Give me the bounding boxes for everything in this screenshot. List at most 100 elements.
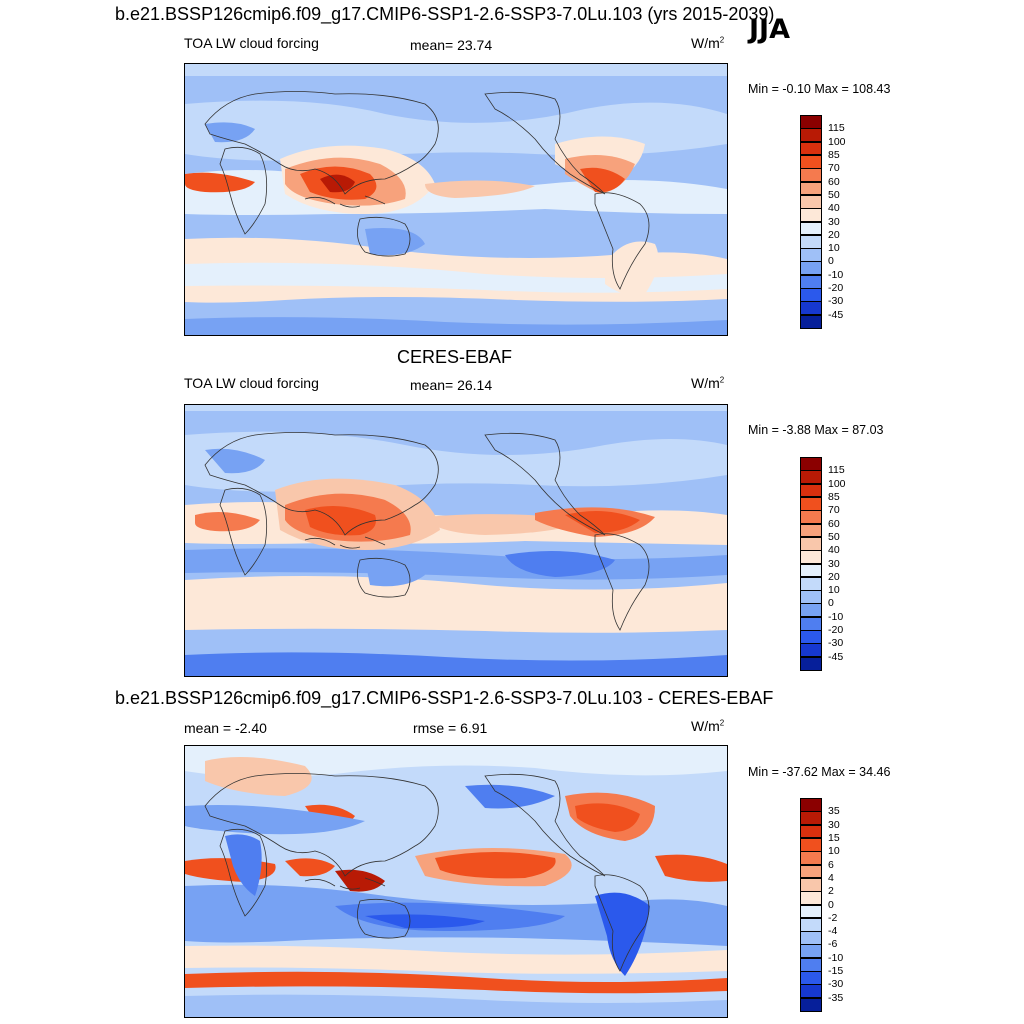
colorbar-swatch — [800, 864, 822, 879]
colorbar-swatch — [800, 944, 822, 959]
panel2-units: W/m2 — [691, 375, 725, 391]
colorbar-swatch — [800, 128, 822, 143]
colorbar-label: 30 — [828, 818, 840, 831]
colorbar-swatch — [800, 154, 822, 169]
season-label: JJA — [749, 14, 790, 45]
colorbar-swatch — [800, 603, 822, 618]
colorbar-swatch — [800, 630, 822, 644]
colorbar-swatch — [800, 496, 822, 511]
colorbar-label: 70 — [828, 504, 840, 517]
colorbar-swatch — [800, 141, 822, 156]
panel1-colorbar: 115 100 85 70 60 50 40 30 20 10 0 -10 -20 -30 -45 — [800, 115, 880, 329]
colorbar-swatch — [800, 261, 822, 276]
panel1-map — [184, 63, 728, 336]
panel1-minmax: Min = -0.10 Max = 108.43 — [748, 82, 891, 96]
colorbar-label: 60 — [828, 517, 840, 530]
colorbar-swatch — [800, 314, 822, 329]
colorbar-label: 115 — [828, 464, 845, 477]
colorbar-swatch — [800, 851, 822, 866]
panel3-title: b.e21.BSSP126cmip6.f09_g17.CMIP6-SSP1-2.… — [115, 688, 774, 708]
colorbar-label: 60 — [828, 175, 840, 188]
colorbar-swatch — [800, 904, 822, 919]
colorbar-swatch — [800, 181, 822, 196]
panel3-units: W/m2 — [691, 718, 725, 734]
colorbar-swatch — [800, 798, 822, 812]
colorbar-swatch — [800, 563, 822, 578]
panel1-variable-label: TOA LW cloud forcing — [184, 35, 319, 51]
colorbar-swatch — [800, 891, 822, 905]
panel3-minmax: Min = -37.62 Max = 34.46 — [748, 765, 891, 779]
colorbar-label: -30 — [828, 295, 844, 308]
colorbar-label: 4 — [828, 871, 834, 884]
colorbar-swatch — [800, 656, 822, 671]
colorbar-swatch — [800, 811, 822, 826]
colorbar-label: -10 — [828, 951, 844, 964]
colorbar-label: -30 — [828, 978, 844, 991]
colorbar-label: -45 — [828, 308, 844, 321]
colorbar-swatch — [800, 248, 822, 262]
colorbar-swatch — [800, 576, 822, 591]
colorbar-label: 20 — [828, 570, 840, 583]
colorbar-label: 0 — [828, 597, 834, 610]
colorbar-swatch — [800, 510, 822, 525]
panel2-title: CERES-EBAF — [397, 347, 513, 367]
colorbar-swatch — [800, 288, 822, 302]
colorbar-label: -45 — [828, 650, 844, 663]
colorbar-label: 40 — [828, 544, 840, 557]
colorbar-swatch — [800, 168, 822, 183]
colorbar-label: 50 — [828, 530, 840, 543]
colorbar-swatch — [800, 483, 822, 498]
colorbar-swatch — [800, 234, 822, 249]
colorbar-label: -35 — [828, 991, 844, 1004]
colorbar-label: -2 — [828, 911, 838, 924]
colorbar-label: 70 — [828, 162, 840, 175]
colorbar-swatch — [800, 616, 822, 631]
colorbar-swatch — [800, 997, 822, 1012]
colorbar-label: -6 — [828, 938, 838, 951]
colorbar-label: 20 — [828, 228, 840, 241]
colorbar-label: 15 — [828, 831, 840, 844]
colorbar-label: 35 — [828, 805, 840, 818]
colorbar-label: -10 — [828, 610, 844, 623]
colorbar-swatch — [800, 824, 822, 839]
colorbar-label: 85 — [828, 490, 840, 503]
panel3-map — [184, 745, 728, 1018]
panel2-minmax: Min = -3.88 Max = 87.03 — [748, 423, 884, 437]
colorbar-swatch — [800, 837, 822, 852]
panel2-variable-label: TOA LW cloud forcing — [184, 375, 319, 391]
colorbar-swatch — [800, 274, 822, 289]
colorbar-label: 2 — [828, 885, 834, 898]
figure-title: b.e21.BSSP126cmip6.f09_g17.CMIP6-SSP1-2.… — [115, 4, 775, 24]
colorbar-swatch — [800, 917, 822, 932]
colorbar-label: 10 — [828, 584, 840, 597]
colorbar-label: -15 — [828, 965, 844, 978]
panel2-colorbar: 115 100 85 70 60 50 40 30 20 10 0 -10 -20 -30 -45 — [800, 457, 880, 671]
colorbar-label: 115 — [828, 122, 845, 135]
colorbar-swatch — [800, 208, 822, 222]
colorbar-label: 10 — [828, 845, 840, 858]
colorbar-swatch — [800, 957, 822, 972]
panel2-mean-label: mean= 26.14 — [410, 377, 493, 393]
colorbar-label: 30 — [828, 557, 840, 570]
panel1-units: W/m2 — [691, 35, 725, 51]
panel1-mean-label: mean= 23.74 — [410, 37, 493, 53]
panel3-colorbar: 35 30 15 10 6 4 2 0 -2 -4 -6 -10 -15 -30 -35 — [800, 798, 880, 1012]
colorbar-swatch — [800, 523, 822, 538]
colorbar-swatch — [800, 221, 822, 236]
colorbar-swatch — [800, 301, 822, 316]
panel3-rmse-label: rmse = 6.91 — [413, 720, 488, 736]
colorbar-swatch — [800, 194, 822, 209]
colorbar-label: 40 — [828, 202, 840, 215]
colorbar-swatch — [800, 115, 822, 129]
colorbar-swatch — [800, 984, 822, 999]
colorbar-label: 30 — [828, 215, 840, 228]
panel2-map — [184, 404, 728, 677]
colorbar-swatch — [800, 590, 822, 604]
colorbar-swatch — [800, 457, 822, 471]
colorbar-label: -20 — [828, 624, 844, 637]
colorbar-label: 100 — [828, 135, 846, 148]
colorbar-label: 6 — [828, 858, 834, 871]
colorbar-label: 100 — [828, 477, 846, 490]
colorbar-label: 50 — [828, 188, 840, 201]
panel3-mean-label: mean = -2.40 — [184, 720, 267, 736]
